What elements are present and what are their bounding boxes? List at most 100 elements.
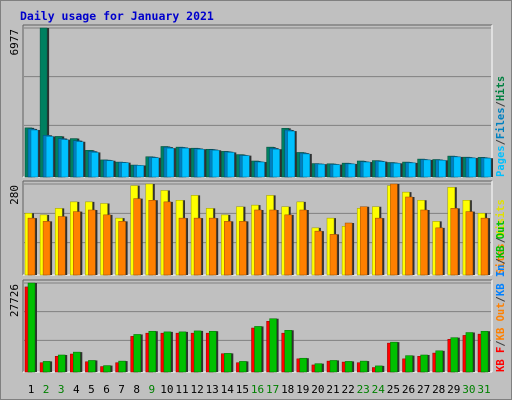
panel-background — [23, 25, 492, 177]
legend-item: / — [495, 139, 507, 145]
day-label: 18 — [281, 383, 294, 396]
bar-sites — [57, 216, 66, 276]
bar-pages — [393, 163, 401, 178]
day-label: 19 — [296, 383, 309, 396]
bar-pages — [408, 162, 416, 178]
bar-pages — [196, 148, 205, 178]
bar-sites — [359, 206, 368, 276]
bar-pages — [287, 130, 295, 178]
bar-pages — [423, 159, 431, 178]
legend-item: Sites — [495, 243, 507, 275]
bar-sites — [405, 196, 413, 276]
legend-item: KB In — [495, 265, 507, 297]
bar-sites — [284, 214, 292, 276]
bar-pages — [378, 161, 386, 178]
bar-pages — [302, 153, 311, 178]
bar-sites — [88, 209, 96, 276]
bar-pages — [211, 150, 220, 178]
day-label: 16 — [251, 383, 264, 396]
bar-pages — [181, 147, 190, 178]
legend-item: / — [495, 258, 507, 264]
bar-kb-out — [103, 365, 111, 373]
bar-kb-out — [42, 361, 51, 373]
bar-pages — [317, 163, 326, 178]
bar-kb-out — [254, 326, 262, 373]
bar-sites — [420, 209, 428, 276]
bar-sites — [375, 217, 383, 276]
bar-sites — [208, 217, 217, 276]
day-label: 21 — [326, 383, 339, 396]
bar-kb-out — [118, 360, 126, 373]
bar-kb-out — [375, 365, 383, 373]
legend-item: KB Out — [495, 302, 507, 340]
bar-kb-out — [269, 318, 277, 373]
legend-item: KB Out — [495, 220, 507, 258]
legend-item: Hits — [495, 76, 507, 101]
bar-kb-out — [450, 337, 459, 373]
legend-item: / — [495, 340, 507, 346]
bar-sites — [118, 221, 126, 276]
legend-item: / — [495, 296, 507, 302]
day-label: 14 — [221, 383, 235, 396]
bar-kb-out — [329, 360, 338, 373]
day-label: 10 — [160, 383, 173, 396]
day-label: 7 — [118, 383, 125, 396]
bar-sites — [148, 200, 157, 276]
day-label: 27 — [417, 383, 430, 396]
day-label: 2 — [43, 383, 50, 396]
legend-kbytes: KB F/KB Out/KB In/KB Out — [495, 220, 507, 372]
bar-sites — [435, 227, 443, 276]
bar-sites — [269, 209, 277, 276]
bar-kb-out — [405, 355, 413, 373]
bar-pages — [332, 164, 341, 178]
bar-sites — [73, 211, 81, 276]
day-label: 11 — [175, 383, 188, 396]
bar-pages — [45, 136, 54, 178]
day-label: 5 — [88, 383, 95, 396]
y-max-label: 280 — [8, 185, 21, 205]
day-label: 26 — [402, 383, 415, 396]
bar-pages — [483, 157, 492, 178]
legend-item: KB F — [495, 347, 507, 372]
day-label: 23 — [357, 383, 370, 396]
bar-kb-out — [299, 357, 308, 373]
bar-sites — [27, 217, 36, 276]
legend-item: Pages — [495, 145, 507, 177]
bar-pages — [106, 160, 114, 178]
bar-pages — [257, 161, 265, 178]
bar-sites — [254, 209, 262, 276]
bar-sites — [103, 214, 111, 276]
bar-kb-out — [73, 351, 81, 373]
bar-pages — [362, 161, 371, 178]
bar-pages — [121, 162, 129, 178]
bar-sites — [390, 183, 398, 276]
legend-item: Visits — [495, 199, 507, 237]
legend-item: / — [495, 237, 507, 243]
day-label: 31 — [477, 383, 490, 396]
bar-kb-out — [480, 330, 489, 373]
day-label: 20 — [311, 383, 324, 396]
day-label: 13 — [206, 383, 219, 396]
day-label: 24 — [372, 383, 386, 396]
bar-kb-out — [239, 361, 247, 373]
bar-pages — [76, 141, 84, 178]
bar-sites — [163, 201, 172, 276]
day-label: 15 — [236, 383, 249, 396]
y-max-label: 27726 — [8, 284, 21, 317]
day-label: 28 — [432, 383, 445, 396]
bar-sites — [480, 217, 489, 276]
bar-pages — [151, 157, 160, 178]
bar-kb-out — [284, 330, 292, 373]
bar-pages — [60, 139, 69, 178]
bar-sites — [450, 208, 459, 276]
bar-pages — [468, 157, 477, 178]
bar-pages — [30, 129, 39, 178]
bar-kb-out — [193, 330, 202, 373]
bar-kb-out — [148, 330, 157, 373]
bar-sites — [42, 221, 51, 276]
bar-pages — [453, 156, 462, 178]
day-label: 30 — [462, 383, 475, 396]
legend-hits_files_pages: Pages/Files/Hits — [495, 76, 507, 177]
